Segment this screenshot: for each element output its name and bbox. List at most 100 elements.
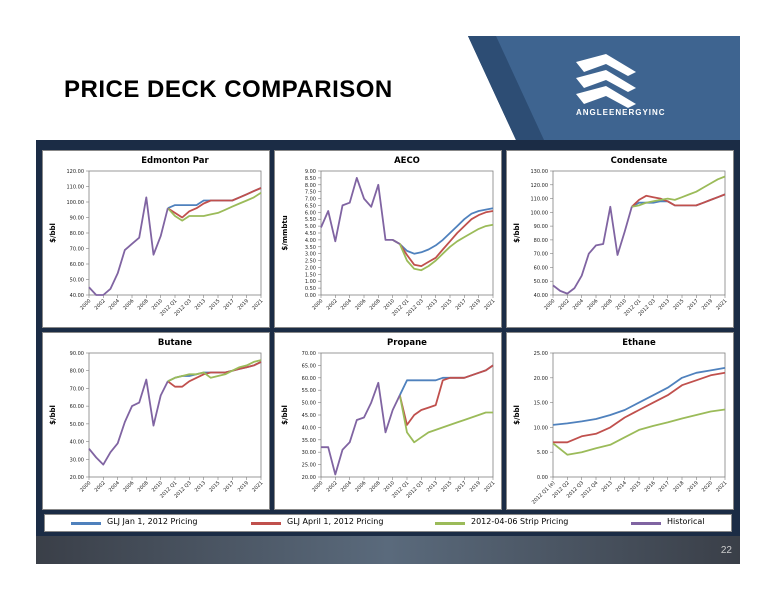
- series-line: [553, 371, 726, 444]
- x-tick-label: 2006: [122, 298, 135, 311]
- x-tick-label: 2013: [601, 480, 614, 493]
- series-line: [167, 187, 262, 219]
- y-tick-label: 60.00: [534, 265, 548, 271]
- y-tick-label: 3.00: [305, 252, 316, 258]
- y-tick-label: 8.50: [305, 176, 316, 182]
- x-tick-label: 2000: [79, 480, 92, 493]
- y-tick-label: 10.00: [534, 425, 548, 431]
- slide: PRICE DECK COMPARISON ANGLEENERGYINC Edm…: [36, 36, 740, 564]
- series-line: [167, 359, 262, 383]
- butane-chart: Butane 20.00 30.00 40.00 50.00 60.00 70.00 80.0…: [49, 338, 264, 500]
- company-brand: ANGLEENERGYINC: [576, 108, 666, 117]
- legend-label: GLJ Jan 1, 2012 Pricing: [107, 517, 198, 526]
- x-tick-label: 2017: [658, 480, 671, 493]
- propane-chart: Propane 20.00 25.00 30.00 35.00 40.00 45.00 50.…: [281, 338, 496, 500]
- y-tick-label: 9.00: [305, 169, 316, 175]
- y-tick-label: 6.50: [305, 203, 316, 209]
- x-tick-label: 2019: [701, 298, 714, 311]
- x-tick-label: 2008: [369, 480, 382, 493]
- series-line: [320, 177, 401, 245]
- y-tick-label: 20.00: [302, 475, 316, 481]
- y-axis-label: $/bbl: [49, 405, 57, 425]
- x-tick-label: 2013: [194, 480, 207, 493]
- y-tick-label: 5.00: [305, 224, 316, 230]
- series-line: [398, 364, 494, 396]
- y-tick-label: 7.50: [305, 190, 316, 196]
- series-line: [167, 187, 262, 210]
- y-tick-label: 30.00: [70, 457, 84, 463]
- plot-area: [88, 352, 262, 478]
- x-tick-label: 2000: [311, 480, 324, 493]
- y-tick-label: 6.00: [305, 210, 316, 216]
- x-tick-label: 2004: [340, 480, 353, 493]
- plot-area: [320, 352, 494, 478]
- x-tick-label: 2015: [440, 480, 453, 493]
- chart-title: Ethane: [622, 338, 656, 348]
- x-tick-label: 2013: [426, 480, 439, 493]
- y-tick-label: 50.00: [534, 279, 548, 285]
- x-tick-label: 2004: [572, 298, 585, 311]
- x-tick-label: 2000: [543, 298, 556, 311]
- series-line: [392, 223, 494, 272]
- y-tick-label: 90.00: [70, 351, 84, 357]
- x-tick-label: 2015: [629, 480, 642, 493]
- plot-area: [88, 170, 262, 296]
- chart-title: Condensate: [611, 156, 668, 166]
- chart-legend: GLJ Jan 1, 2012 Pricing GLJ April 1, 201…: [44, 514, 732, 532]
- x-tick-label: 2002: [94, 298, 107, 311]
- y-tick-label: 35.00: [302, 438, 316, 444]
- chart-title: Butane: [158, 338, 192, 348]
- x-tick-label: 2013: [426, 298, 439, 311]
- x-tick-label: 2021: [483, 298, 496, 311]
- y-tick-label: 4.00: [305, 238, 316, 244]
- x-tick-label: 2002: [94, 480, 107, 493]
- series-line: [398, 364, 494, 426]
- x-tick-label: 2021: [483, 480, 496, 493]
- x-tick-label: 2004: [108, 298, 121, 311]
- y-tick-label: 70.00: [70, 386, 84, 392]
- x-tick-label: 2008: [137, 298, 150, 311]
- x-tick-label: 2008: [601, 298, 614, 311]
- legend-swatch: [631, 522, 661, 525]
- x-tick-label: 2021: [251, 298, 264, 311]
- chart-panel-condensate: Condensate 40.00 50.00 60.00 70.00 80.00 90.00…: [506, 150, 734, 328]
- chart-title: Edmonton Par: [141, 156, 209, 166]
- x-tick-label: 2002: [326, 480, 339, 493]
- x-tick-label: 2006: [122, 480, 135, 493]
- x-tick-label: 2014: [615, 480, 628, 493]
- edmonton-par-chart: Edmonton Par 40.00 50.00 60.00 70.00 80.00 90.…: [49, 156, 264, 318]
- y-tick-label: 50.00: [70, 422, 84, 428]
- y-tick-label: 100.00: [531, 210, 549, 216]
- y-tick-label: 90.00: [70, 216, 84, 222]
- y-tick-label: 80.00: [70, 231, 84, 237]
- x-tick-label: 2015: [672, 298, 685, 311]
- series-line: [167, 361, 262, 388]
- x-tick-label: 2015: [208, 480, 221, 493]
- page-title: PRICE DECK COMPARISON: [64, 76, 393, 103]
- y-tick-label: 0.00: [305, 293, 316, 299]
- y-tick-label: 70.00: [534, 252, 548, 258]
- y-tick-label: 80.00: [534, 238, 548, 244]
- series-line: [631, 175, 726, 208]
- x-tick-label: 2002: [326, 298, 339, 311]
- series-line: [552, 367, 726, 426]
- chart-panel-butane: Butane 20.00 30.00 40.00 50.00 60.00 70.00 80.0…: [42, 332, 270, 510]
- y-tick-label: 40.00: [534, 293, 548, 299]
- series-line: [631, 193, 726, 208]
- x-tick-label: 2004: [108, 480, 121, 493]
- series-line: [398, 395, 493, 444]
- x-tick-label: 2008: [369, 298, 382, 311]
- x-tick-label: 2019: [687, 480, 700, 493]
- legend-swatch: [71, 522, 101, 525]
- y-tick-label: 120.00: [531, 183, 549, 189]
- y-tick-label: 70.00: [302, 351, 316, 357]
- x-tick-label: 2006: [354, 480, 367, 493]
- y-tick-label: 0.50: [305, 286, 316, 292]
- chart-panel-ethane: Ethane 0.00 5.00 10.00 15.00 20.00 25.00 2012 Q…: [506, 332, 734, 510]
- x-tick-label: 2020: [701, 480, 714, 493]
- chevron-logo-icon: [576, 54, 636, 108]
- y-tick-label: 55.00: [302, 388, 316, 394]
- x-tick-label: 2015: [440, 298, 453, 311]
- y-tick-label: 4.50: [305, 231, 316, 237]
- x-tick-label: 2015: [208, 298, 221, 311]
